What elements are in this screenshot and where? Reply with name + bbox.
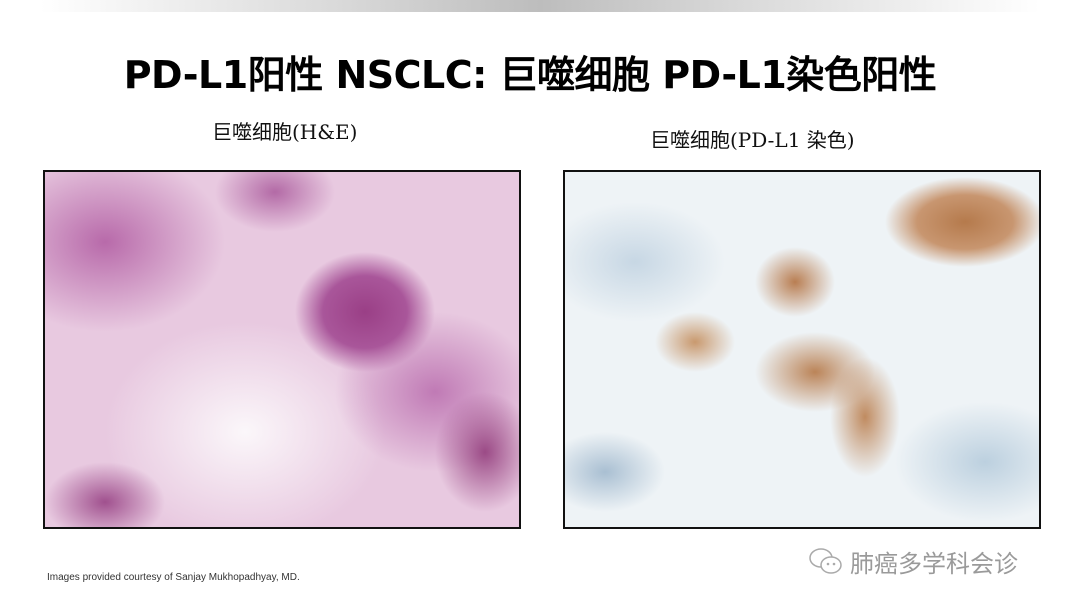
- image-credit: Images provided courtesy of Sanjay Mukho…: [47, 572, 300, 583]
- pdl1-micrograph-image: [563, 170, 1041, 529]
- watermark: 肺癌多学科会诊: [808, 544, 1018, 579]
- header-decor-bar: [40, 0, 1040, 12]
- he-micrograph-image: [43, 170, 521, 529]
- caption-he: 巨噬细胞(H&E): [212, 120, 358, 144]
- caption-pdl1: 巨噬细胞(PD-L1 染色): [650, 128, 855, 152]
- wechat-icon: [809, 547, 842, 574]
- watermark-text: 肺癌多学科会诊: [850, 550, 1018, 578]
- slide-title: PD-L1阳性 NSCLC: 巨噬细胞 PD-L1染色阳性: [123, 53, 937, 97]
